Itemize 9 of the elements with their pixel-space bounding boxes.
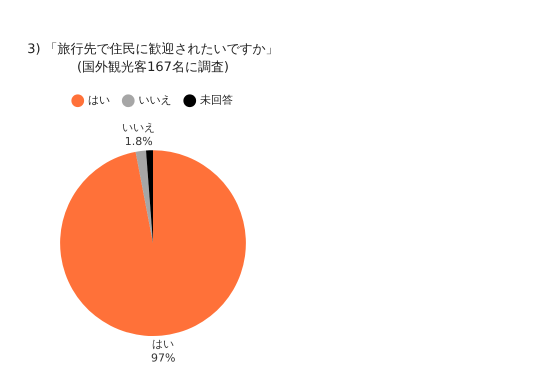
slice-label: いいえ xyxy=(122,121,156,134)
data-label: 1.8% xyxy=(124,135,153,148)
slice-label: はい xyxy=(152,337,174,350)
chart-title: 3) 「旅行先で住民に歓迎されたいですか」 xyxy=(27,41,279,58)
legend-label: いいえ xyxy=(138,94,172,107)
legend-label: 未回答 xyxy=(200,94,233,107)
chart-subtitle: (国外観光客167名に調査) xyxy=(77,58,229,75)
legend-label: はい xyxy=(88,94,110,107)
data-label: 97% xyxy=(151,351,176,364)
